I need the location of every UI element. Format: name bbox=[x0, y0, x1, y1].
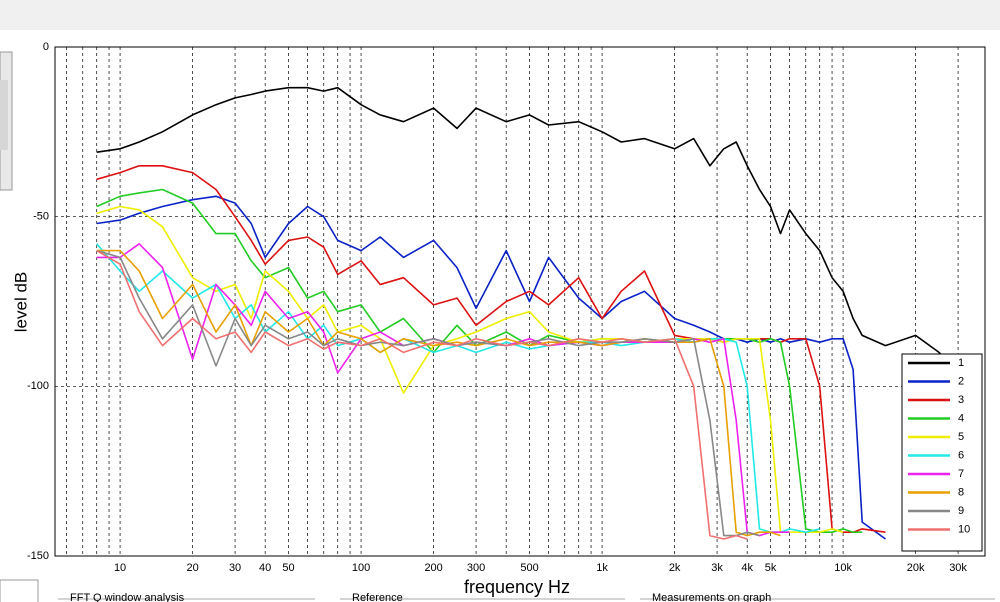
legend-label: 2 bbox=[958, 375, 964, 387]
x-tick-label: 100 bbox=[352, 562, 370, 574]
x-tick-label: 20 bbox=[187, 562, 199, 574]
x-tick-label: 30k bbox=[949, 562, 967, 574]
x-tick-label: 3k bbox=[711, 562, 723, 574]
legend-label: 1 bbox=[958, 357, 964, 369]
x-tick-label: 20k bbox=[907, 562, 925, 574]
series-line bbox=[96, 243, 820, 533]
legend-label: 4 bbox=[958, 412, 964, 424]
side-scroll bbox=[0, 80, 8, 150]
plot-frame bbox=[54, 46, 986, 557]
legend-box bbox=[901, 353, 983, 552]
series-line bbox=[96, 249, 781, 537]
x-tick-label: 500 bbox=[520, 562, 538, 574]
x-tick-label: 10k bbox=[834, 562, 852, 574]
legend-label: 7 bbox=[958, 468, 964, 480]
legend-label: 5 bbox=[958, 431, 964, 443]
y-tick-label: 0 bbox=[43, 41, 49, 53]
y-tick-label: -50 bbox=[33, 211, 49, 223]
legend-label: 10 bbox=[958, 523, 970, 535]
y-tick-label: -100 bbox=[27, 380, 49, 392]
group-label: FFT Q window analysis bbox=[70, 592, 185, 602]
legend-label: 9 bbox=[958, 505, 964, 517]
y-tick-label: -150 bbox=[27, 550, 49, 562]
x-tick-label: 50 bbox=[282, 562, 294, 574]
legend-label: 6 bbox=[958, 449, 964, 461]
group-label: Measurements on graph bbox=[652, 592, 771, 602]
x-tick-label: 200 bbox=[424, 562, 442, 574]
series-line bbox=[96, 165, 886, 533]
y-axis-label: level dB bbox=[11, 272, 30, 332]
series-line bbox=[96, 243, 790, 537]
x-tick-label: 10 bbox=[114, 562, 126, 574]
series-line bbox=[96, 195, 886, 540]
series-line bbox=[96, 86, 959, 374]
x-tick-label: 1k bbox=[596, 562, 608, 574]
side-input bbox=[0, 579, 39, 602]
x-tick-label: 40 bbox=[259, 562, 271, 574]
series-line bbox=[96, 205, 844, 533]
legend-label: 3 bbox=[958, 394, 964, 406]
series-line bbox=[96, 249, 760, 537]
top-bar bbox=[0, 0, 1000, 30]
x-tick-label: 2k bbox=[669, 562, 681, 574]
x-axis-label: frequency Hz bbox=[464, 577, 570, 597]
x-tick-label: 5k bbox=[765, 562, 777, 574]
series-line bbox=[96, 249, 748, 540]
x-tick-label: 300 bbox=[467, 562, 485, 574]
x-tick-label: 30 bbox=[229, 562, 241, 574]
group-label: Reference bbox=[352, 592, 403, 602]
legend-label: 8 bbox=[958, 486, 964, 498]
x-tick-label: 4k bbox=[741, 562, 753, 574]
